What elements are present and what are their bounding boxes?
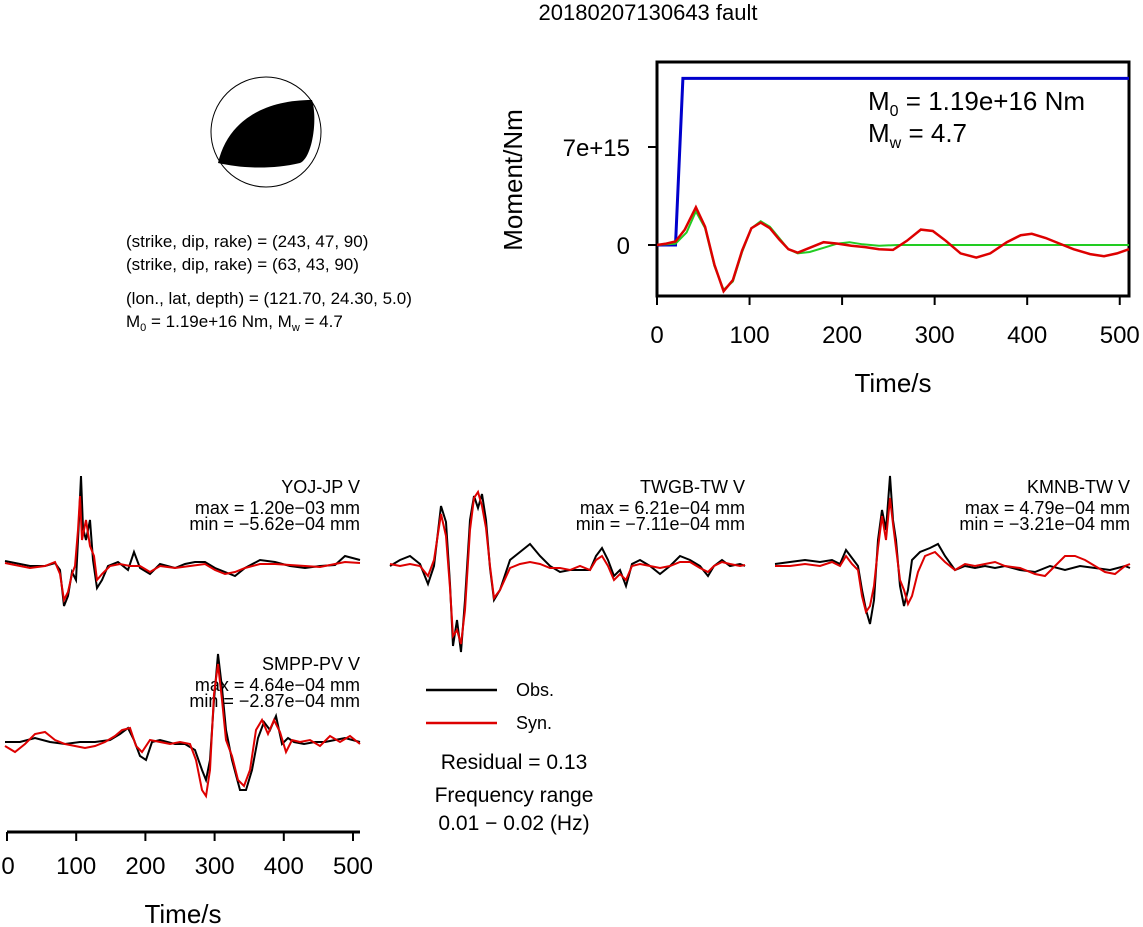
legend-obs-label: Obs. xyxy=(516,680,554,700)
moment-x-tick-label-1: 100 xyxy=(730,322,770,349)
syn-trace xyxy=(775,497,1131,615)
beachball-compression-quadrant xyxy=(218,100,315,168)
moment-x-tick-label-5: 500 xyxy=(1100,322,1140,349)
waveform-panels: YOJ-JP V max = 1.20e−03 mm min = −5.62e−… xyxy=(4,475,1131,799)
moment-x-tick-label-4: 400 xyxy=(1007,322,1047,349)
figure-title: 20180207130643 fault xyxy=(539,0,758,25)
beachball xyxy=(210,76,322,188)
obs-trace xyxy=(4,475,361,607)
station-name: KMNB-TW V xyxy=(1027,477,1130,497)
strike-dip-rake-1: (strike, dip, rake) = (243, 47, 90) xyxy=(126,232,368,251)
station-max: max = 4.79e−04 mm xyxy=(965,498,1130,518)
moment-xlabel: Time/s xyxy=(854,368,931,398)
waveform-x-tick-label-0: 0 xyxy=(1,853,14,880)
station-name: TWGB-TW V xyxy=(640,477,745,497)
syn-trace xyxy=(389,489,746,645)
source-parameters: (strike, dip, rake) = (243, 47, 90) (str… xyxy=(126,232,412,334)
waveform-x-ticks: 0 100 200 300 400 500 xyxy=(1,832,373,880)
residual-label: Residual = 0.13 xyxy=(441,751,588,774)
frequency-range-value: 0.01 − 0.02 (Hz) xyxy=(438,812,589,835)
moment-x-tick-label-2: 200 xyxy=(822,322,862,349)
moment-ylabel: Moment/Nm xyxy=(498,109,528,251)
station-max: max = 4.64e−04 mm xyxy=(195,675,360,695)
station-name: YOJ-JP V xyxy=(281,477,360,497)
stf-red-line xyxy=(656,204,1130,294)
moment-plot-frame xyxy=(655,60,1131,298)
waveform-panel-twgb: TWGB-TW V max = 6.21e−04 mm min = −7.11e… xyxy=(389,477,746,653)
waveform-xlabel: Time/s xyxy=(144,899,221,927)
station-min: min = −3.21e−04 mm xyxy=(959,514,1130,534)
waveform-x-axis: 0 100 200 300 400 500 Time/s xyxy=(1,830,373,927)
station-max: max = 1.20e−03 mm xyxy=(195,498,360,518)
strike-dip-rake-2: (strike, dip, rake) = (63, 43, 90) xyxy=(126,255,359,274)
station-min: min = −7.11e−04 mm xyxy=(576,514,745,534)
moment-plot: M0 = 1.19e+16 Nm Mw = 4.7 7e+15 0 Moment… xyxy=(498,60,1140,398)
y-tick-label-7e15: 7e+15 xyxy=(563,135,630,162)
moment-x-tick-label-0: 0 xyxy=(650,322,663,349)
waveform-x-tick-label-4: 400 xyxy=(264,853,304,880)
moment-magnitude-summary: M0 = 1.19e+16 Nm, Mw = 4.7 xyxy=(126,312,343,334)
moment-x-axis: 0 100 200 300 400 500 xyxy=(650,296,1140,349)
waveform-x-tick-label-5: 500 xyxy=(333,853,373,880)
moment-x-tick-label-3: 300 xyxy=(915,322,955,349)
station-max: max = 6.21e−04 mm xyxy=(580,498,745,518)
station-min: min = −2.87e−04 mm xyxy=(189,691,360,711)
syn-trace xyxy=(4,495,361,604)
m0-annotation: M0 = 1.19e+16 Nm xyxy=(868,86,1085,120)
waveform-x-tick-label-1: 100 xyxy=(56,853,96,880)
waveform-panel-smpp: SMPP-PV V max = 4.64e−04 mm min = −2.87e… xyxy=(4,653,361,799)
mw-annotation: Mw = 4.7 xyxy=(868,118,967,152)
waveform-x-tick-label-3: 300 xyxy=(195,853,235,880)
frequency-range-label: Frequency range xyxy=(435,784,594,807)
station-name: SMPP-PV V xyxy=(262,654,360,674)
waveform-panel-kmnb: KMNB-TW V max = 4.79e−04 mm min = −3.21e… xyxy=(774,475,1131,625)
lon-lat-depth: (lon., lat, depth) = (121.70, 24.30, 5.0… xyxy=(126,289,412,308)
legend-syn-label: Syn. xyxy=(516,713,552,733)
waveform-panel-yoj: YOJ-JP V max = 1.20e−03 mm min = −5.62e−… xyxy=(4,475,361,607)
syn-trace xyxy=(4,663,361,799)
y-tick-label-0: 0 xyxy=(617,233,630,260)
legend: Obs. Syn. xyxy=(426,680,554,733)
waveform-x-tick-label-2: 200 xyxy=(125,853,165,880)
station-min: min = −5.62e−04 mm xyxy=(189,514,360,534)
